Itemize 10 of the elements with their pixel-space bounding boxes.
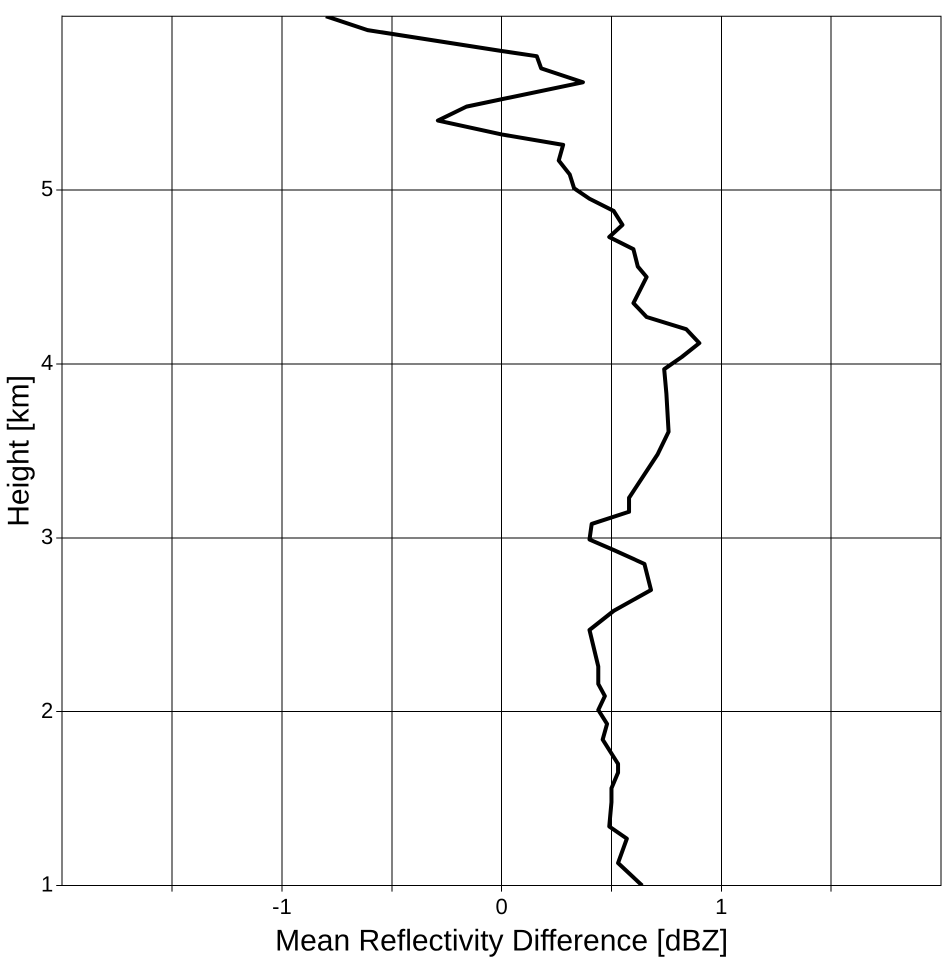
y-tick-label: 2 [40,698,54,723]
x-axis-title: Mean Reflectivity Difference [dBZ] [275,924,728,958]
y-tick-label: 1 [40,872,54,897]
y-axis-title: Height [km] [2,375,36,527]
y-tick-label: 3 [40,524,54,549]
x-tick-label: 1 [715,894,728,919]
y-tick-label: 4 [40,350,54,376]
y-tick-label: 5 [40,176,54,202]
x-tick-label: 0 [495,894,508,919]
x-tick-label: -1 [272,894,292,919]
